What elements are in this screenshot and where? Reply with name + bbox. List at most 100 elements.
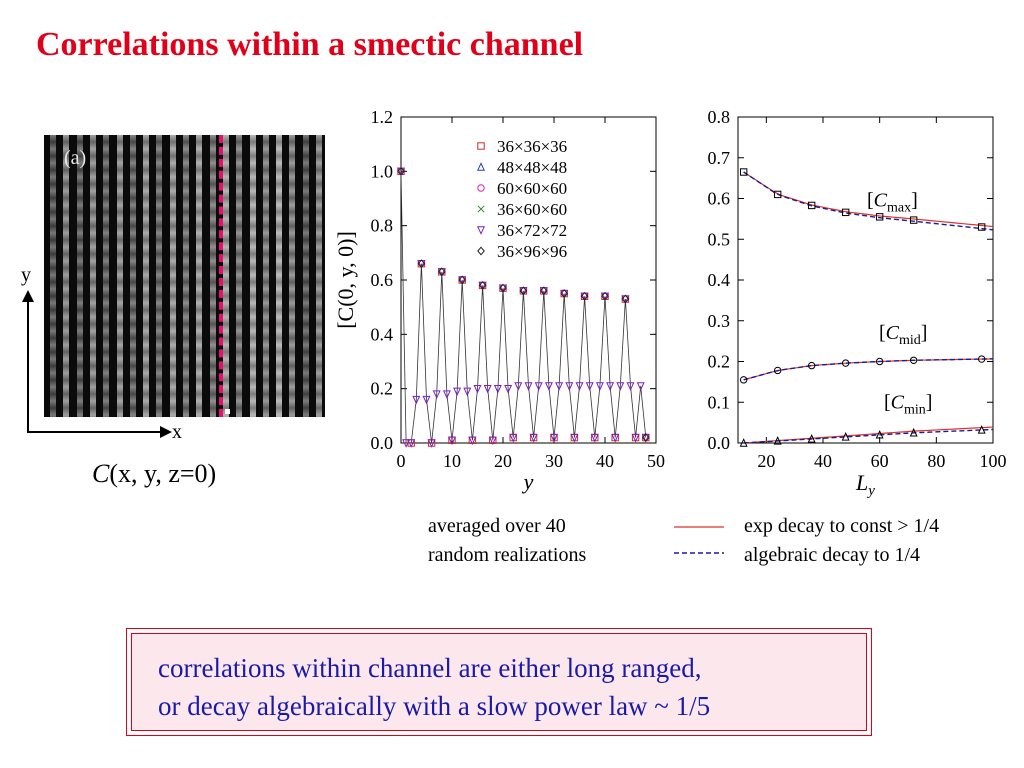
snapshot-x-label: x [172, 421, 182, 443]
plot2-x-tick-label: 100 [980, 451, 1007, 471]
plot2-point-C_max [773, 190, 782, 199]
smectic-layer-stripe [196, 135, 203, 417]
plot1-point [488, 436, 497, 446]
plot1-point [493, 384, 502, 394]
plot1-legend-marker [477, 184, 485, 192]
plot1-y-axis-label: [C(0, y, 0)] [333, 231, 358, 329]
snapshot-caption: C(x, y, z=0) [92, 459, 217, 488]
plot1-point [519, 286, 528, 296]
plot2-point-C_min [841, 431, 850, 441]
plot2-x-tick-label: 80 [927, 451, 945, 471]
plot1-y-tick-label: 0.8 [371, 216, 394, 236]
origin-marker [225, 409, 230, 414]
smectic-layer-stripe [50, 135, 56, 417]
channel-dashed-line [219, 135, 223, 417]
plot2-point-C_max [977, 223, 986, 231]
plot2-point-C_min [773, 436, 782, 445]
plot1-legend-marker [477, 246, 485, 256]
plot1-x-tick-label: 50 [647, 451, 665, 471]
plot1-point [524, 382, 533, 391]
smectic-layer-stripe [222, 135, 229, 417]
smectic-layer-stripe [183, 135, 189, 417]
x-axis-arrow [27, 431, 165, 433]
plot1-legend-label: 36×36×36 [497, 137, 567, 156]
plot2-point-C_min [909, 427, 918, 437]
smectic-layer-stripe [276, 135, 283, 417]
plot1-point [442, 390, 451, 399]
plot2-y-tick-label: 0.3 [708, 311, 731, 331]
summary-line-2: or decay algebraically with a slow power… [158, 691, 711, 721]
plot1-y-tick-label: 1.0 [371, 161, 394, 181]
plot2-point-C_min [977, 425, 986, 434]
plot1-series-line [400, 171, 647, 444]
plot1-point [448, 436, 456, 446]
smectic-layer-stripe [209, 135, 216, 417]
plot2-y-tick-label: 0.7 [708, 148, 731, 168]
y-axis-arrow [27, 292, 29, 432]
plot1-x-tick-label: 30 [545, 451, 563, 471]
plot1-point [595, 382, 604, 391]
summary-line-1: correlations within channel are either l… [158, 653, 702, 683]
plot1-point [473, 384, 482, 394]
plot2-point-C_mid [841, 359, 850, 367]
plot1-point [427, 439, 436, 448]
plot1-point [616, 382, 625, 391]
plot1-point [397, 166, 405, 176]
plot2-annotation-mid: [Cmid] [879, 322, 927, 348]
plot2-x-tick-label: 60 [871, 451, 889, 471]
plot1-y-tick-label: 0.2 [371, 379, 394, 399]
plot1-point [565, 382, 574, 391]
plot2-frame [737, 116, 994, 444]
plot1-point [478, 280, 487, 290]
plot2-y-tick-label: 0.2 [708, 352, 731, 372]
plot1-point [463, 387, 472, 397]
plot1-point [560, 289, 569, 299]
fit-legend-text: exp decay to const > 1/4 algebraic decay… [744, 512, 939, 570]
plot2-y-tick-label: 0.4 [708, 270, 731, 290]
plot1-point [621, 294, 630, 304]
averaging-note: averaged over 40 random realizations [428, 515, 587, 566]
summary-box: correlations within channel are either l… [126, 628, 872, 736]
plot1-point [585, 382, 594, 391]
plot1-point [412, 395, 421, 405]
plot1-point [437, 267, 446, 277]
plot1-point [636, 382, 645, 391]
smectic-layer-stripe [143, 135, 150, 417]
plot1-legend-marker [477, 142, 485, 150]
smectic-layer-stripe [116, 135, 123, 417]
smectic-layer-stripe [302, 135, 309, 417]
plot1-legend-label: 36×96×96 [497, 242, 567, 261]
plot1-legend-label: 36×72×72 [497, 221, 567, 240]
plot1-x-tick-label: 10 [443, 451, 461, 471]
plot1-legend-marker [477, 226, 485, 235]
plot1-point [550, 433, 558, 443]
plot2-point-C_mid [977, 355, 986, 363]
snapshot-y-label: y [21, 264, 31, 286]
plot2-point-C_max [875, 213, 884, 221]
smectic-layer-stripe [236, 135, 243, 417]
plot1-point [499, 283, 507, 293]
plot2-annotation-max: [Cmax] [867, 190, 918, 216]
plot2-point-C_mid [807, 361, 816, 370]
smectic-layer-stripe [156, 135, 163, 417]
plot2-fit-alg-C_mid [743, 358, 994, 381]
panel-a-label: (a) [64, 147, 87, 169]
plot2-point-C_mid [739, 376, 748, 384]
smectic-layer-stripe [76, 135, 83, 417]
plot2-point-C_mid [773, 366, 782, 375]
plot1-point [601, 291, 609, 301]
smectic-layer-stripe [169, 135, 176, 417]
plot1-point [544, 382, 553, 391]
plot1-point [468, 436, 477, 446]
smectic-layer-stripe [129, 135, 136, 417]
fit-legend-exp: exp decay to const > 1/4 [744, 515, 940, 537]
plot1-point [570, 433, 579, 443]
plot1-point [580, 291, 589, 301]
arrow-up-icon [22, 290, 34, 302]
smectic-snapshot-image [44, 135, 325, 417]
plot1-legend-label: 48×48×48 [497, 158, 567, 177]
smectic-layer-stripe [316, 135, 322, 417]
plot1-legend-label: 60×60×60 [497, 179, 567, 198]
smectic-layer-stripe [63, 135, 70, 417]
plot2-x-tick-label: 40 [814, 451, 832, 471]
